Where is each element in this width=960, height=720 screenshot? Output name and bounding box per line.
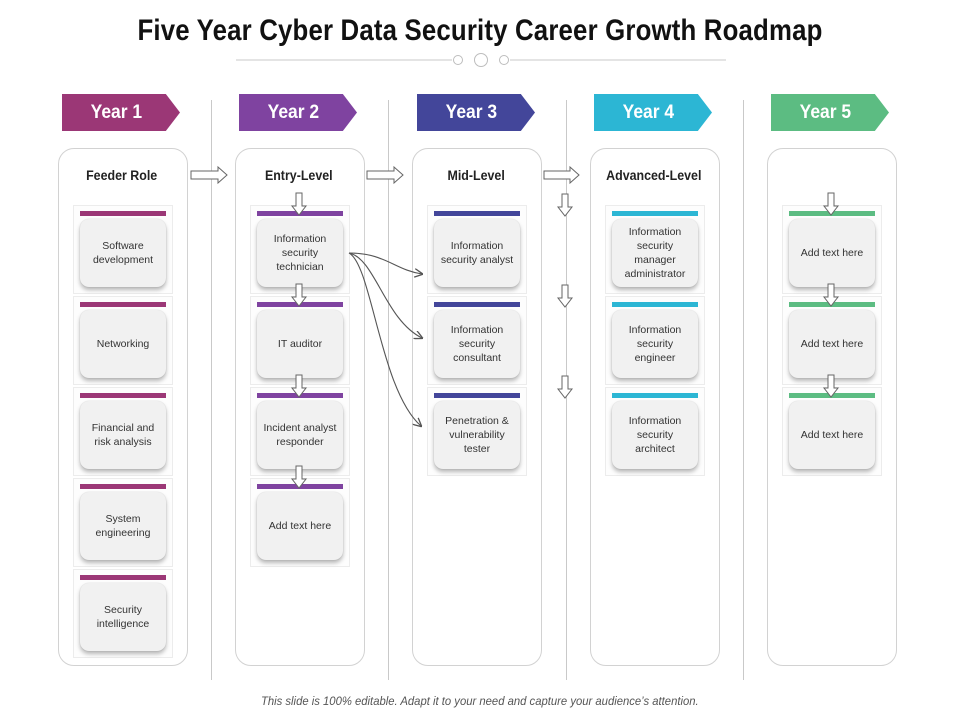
role-card: Security intelligence	[73, 569, 173, 658]
column-separator	[743, 100, 744, 680]
role-card: Information security consultant	[427, 296, 527, 385]
role-card: Penetration & vulnerability tester	[427, 387, 527, 476]
title-divider	[236, 53, 726, 67]
column-title-mid-level: Mid-Level	[447, 168, 505, 183]
year-2-tab: Year 2	[239, 94, 357, 131]
year-1-tab: Year 1	[62, 94, 180, 131]
role-card: Information security manager administrat…	[605, 205, 705, 294]
role-card: Financial and risk analysis	[73, 387, 173, 476]
right-arrow-icon	[190, 165, 228, 185]
role-card: Add text here	[782, 296, 882, 385]
down-arrow-icon	[556, 193, 574, 399]
right-arrow-icon	[366, 165, 404, 185]
role-card: IT auditor	[250, 296, 350, 385]
role-card: Incident analyst responder	[250, 387, 350, 476]
column-separator	[566, 100, 567, 680]
role-card: Information security analyst	[427, 205, 527, 294]
year-3-tab: Year 3	[417, 94, 535, 131]
role-card: Add text here	[782, 205, 882, 294]
column-title-feeder-role: Feeder Role	[86, 168, 158, 183]
page-title: Five Year Cyber Data Security Career Gro…	[137, 14, 823, 47]
column-separator	[388, 100, 389, 680]
role-card: Information security technician	[250, 205, 350, 294]
year-4-tab: Year 4	[594, 94, 712, 131]
role-card: Networking	[73, 296, 173, 385]
role-card: Add text here	[250, 478, 350, 567]
role-card: Information security architect	[605, 387, 705, 476]
year-5-tab: Year 5	[771, 94, 889, 131]
column-title-advanced-level: Advanced-Level	[606, 168, 702, 183]
column-title-entry-level: Entry-Level	[265, 168, 333, 183]
footer-note: This slide is 100% editable. Adapt it to…	[261, 694, 699, 708]
role-card: Information security engineer	[605, 296, 705, 385]
role-card: Add text here	[782, 387, 882, 476]
role-card: Software development	[73, 205, 173, 294]
right-arrow-icon	[543, 165, 580, 185]
role-card: System engineering	[73, 478, 173, 567]
column-separator	[211, 100, 212, 680]
